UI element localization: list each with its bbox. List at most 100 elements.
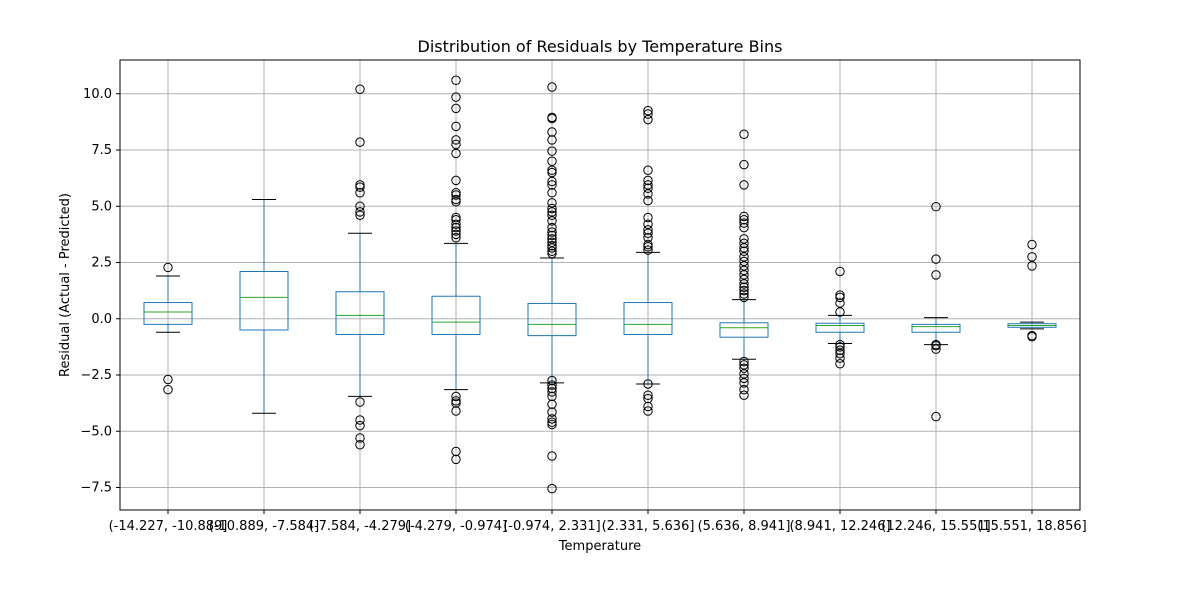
outlier-point (451, 175, 461, 186)
y-tick-label: −7.5 (80, 481, 112, 496)
outlier-point (835, 345, 845, 355)
outlier-point (355, 180, 365, 190)
x-tick-label: (2.331, 5.636] (602, 519, 695, 534)
y-tick-label: 7.5 (91, 143, 112, 158)
outlier-point (547, 246, 557, 256)
outlier-point (643, 239, 653, 250)
outlier-point (547, 248, 557, 259)
outlier-point (1027, 239, 1037, 250)
x-axis-label: Temperature (558, 539, 641, 554)
outlier-point (835, 307, 845, 317)
outlier-point (643, 393, 653, 404)
boxes (143, 75, 1057, 494)
outlier-point (643, 183, 653, 193)
iqr-box (719, 322, 769, 338)
outlier-point (451, 229, 461, 240)
outlier-point (451, 188, 461, 198)
outlier-point (739, 215, 749, 225)
outlier-point (547, 451, 557, 461)
outlier-point (739, 369, 749, 379)
outlier-point (739, 159, 749, 170)
outlier-point (739, 234, 749, 244)
outlier-point (547, 207, 557, 217)
outlier-point (547, 167, 557, 178)
outlier-point (355, 201, 365, 211)
outlier-point (547, 375, 557, 386)
outlier-point (739, 285, 749, 296)
outlier-point (451, 406, 461, 416)
outlier-point (739, 238, 749, 249)
outlier-point (547, 198, 557, 208)
outlier-point (931, 341, 941, 351)
x-tick-label: (-0.974, 2.331] (503, 519, 601, 534)
outlier-point (451, 92, 461, 102)
iqr-box (431, 295, 481, 335)
outlier-point (547, 156, 557, 166)
outlier-point (451, 454, 461, 465)
outlier-point (547, 222, 557, 233)
outlier-point (739, 274, 749, 285)
outlier-point (451, 135, 461, 145)
outlier-point (547, 234, 557, 244)
outlier-point (739, 222, 749, 233)
outlier-point (835, 353, 845, 363)
outlier-point (547, 165, 557, 175)
y-tick-label: 0.0 (91, 312, 112, 327)
x-tick-label: (-14.227, -10.889] (109, 519, 228, 534)
outlier-point (739, 180, 749, 190)
outlier-point (451, 226, 461, 236)
y-tick-label: 5.0 (91, 199, 112, 214)
outlier-point (547, 419, 557, 430)
outlier-point (547, 240, 557, 251)
outlier-point (547, 127, 557, 137)
outlier-point (547, 135, 557, 145)
outlier-point (547, 146, 557, 156)
outlier-point (547, 216, 557, 226)
outlier-point (835, 339, 845, 350)
outlier-point (547, 391, 557, 402)
outlier-point (355, 188, 365, 198)
outlier-point (739, 289, 749, 299)
outlier-point (643, 165, 653, 175)
outlier-point (739, 384, 749, 395)
y-tick-label: −2.5 (80, 368, 112, 383)
iqr-box (239, 271, 289, 331)
outlier-point (643, 228, 653, 238)
outlier-point (643, 195, 653, 206)
outlier-point (643, 401, 653, 412)
outlier-point (739, 282, 749, 292)
iqr-box (335, 291, 385, 335)
outlier-point (451, 121, 461, 132)
outlier-point (643, 180, 653, 190)
outlier-point (163, 384, 173, 395)
outlier-point (835, 348, 845, 359)
outlier-point (739, 363, 749, 373)
outlier-point (931, 202, 941, 212)
ticks: −7.5 −5.0 −2.5 0.0 2.5 5.0 7.5 10.0 (-14.227, -1… (80, 87, 1086, 534)
outlier-point (739, 390, 749, 400)
outlier-point (355, 420, 365, 431)
outlier-point (739, 378, 749, 388)
outlier-point (355, 182, 365, 192)
iqr-box (815, 322, 865, 333)
axes-frame (119, 59, 1081, 511)
outlier-point (355, 415, 365, 425)
outlier-point (355, 397, 365, 407)
y-tick-label: 2.5 (91, 256, 112, 271)
y-axis-label: Residual (Actual - Predicted) (58, 193, 73, 377)
outlier-point (547, 407, 557, 417)
outlier-point (547, 417, 557, 427)
outlier-point (643, 114, 653, 125)
box-group (719, 129, 769, 400)
outlier-point (451, 103, 461, 114)
outlier-point (547, 203, 557, 214)
box-group (431, 75, 481, 465)
outlier-point (163, 374, 173, 385)
outlier-point (451, 222, 461, 233)
outlier-point (643, 379, 653, 389)
outlier-point (739, 356, 749, 367)
outlier-point (835, 342, 845, 352)
box-group (239, 199, 289, 414)
